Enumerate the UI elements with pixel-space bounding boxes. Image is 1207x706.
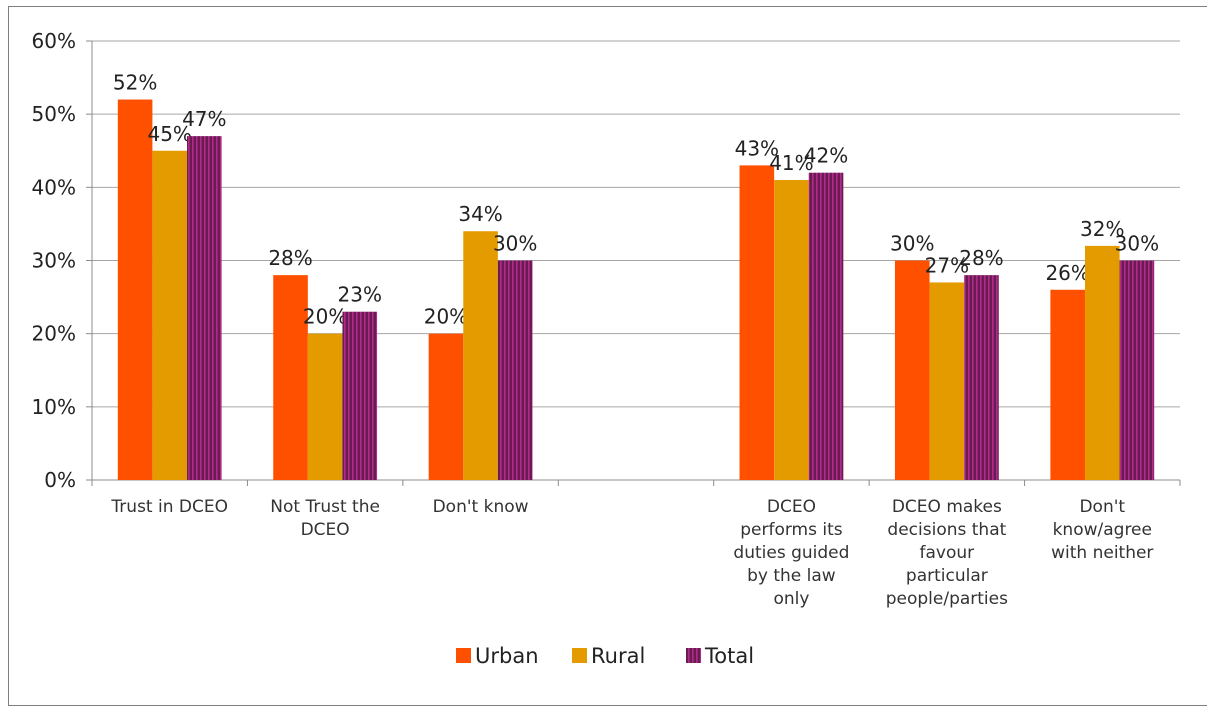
bar-urban [1050,289,1085,480]
y-tick-label: 10% [32,395,76,419]
y-tick-label: 20% [32,322,76,346]
x-category-label: Don't [1079,497,1125,517]
bar-total [1119,260,1155,480]
bar-urban [117,99,153,481]
x-category-label: Not Trust the [270,497,380,517]
x-category-label: particular [906,566,988,586]
bar-total [497,260,533,480]
data-label-total: 30% [493,232,537,256]
bar-rural [774,180,809,480]
data-label-urban: 26% [1045,261,1089,285]
x-category-label: DCEO makes [892,497,1002,517]
data-label-urban: 30% [890,232,934,256]
legend-label-rural: Rural [591,644,645,668]
bar-total [342,311,378,480]
data-label-total: 23% [338,283,382,307]
bar-rural [463,231,498,480]
y-tick-label: 50% [32,102,76,126]
y-tick-label: 40% [32,175,76,199]
data-label-urban: 52% [113,71,157,95]
legend-label-total: Total [704,644,754,668]
x-category-label: only [773,589,809,609]
legend-swatch-total [686,648,701,663]
x-category-label: duties guided [733,543,849,563]
x-category-label: decisions that [887,520,1006,540]
legend-swatch-urban [456,648,471,663]
y-tick-label: 60% [32,29,76,53]
bar-rural [152,150,188,480]
data-label-total: 30% [1115,232,1159,256]
data-label-total: 42% [804,144,848,168]
data-label-rural: 41% [769,151,813,175]
data-label-rural: 45% [147,122,191,146]
x-category-label: by the law [747,566,836,586]
x-category-label: DCEO [767,497,816,517]
bar-urban [739,165,775,480]
data-label-rural: 20% [303,305,347,329]
data-label-rural: 34% [458,202,502,226]
data-label-rural: 27% [925,253,969,277]
bar-rural [929,282,965,480]
bar-total [964,275,999,480]
data-label-urban: 20% [424,305,468,329]
legend-label-urban: Urban [475,644,539,668]
x-category-label: DCEO [301,520,350,540]
data-label-total: 47% [182,107,226,131]
data-label-total: 28% [959,246,1003,270]
bar-urban [273,275,308,480]
bar-urban [894,260,930,480]
x-category-label: favour [920,543,975,563]
y-tick-label: 0% [44,468,76,492]
bar-total [808,172,844,480]
x-category-label: Trust in DCEO [110,497,228,517]
x-category-label: know/agree [1053,520,1152,540]
x-category-label: people/parties [886,589,1008,609]
x-category-label: performs its [740,520,843,540]
x-category-label: Don't know [433,497,529,517]
data-label-rural: 32% [1080,217,1124,241]
bar-rural [1084,245,1120,480]
legend-swatch-rural [572,648,587,663]
bar-urban [428,333,464,480]
bar-rural [307,333,343,480]
bar-total [187,136,222,480]
y-tick-label: 30% [32,249,76,273]
x-category-label: with neither [1051,543,1153,563]
data-label-urban: 43% [735,136,779,160]
data-label-urban: 28% [268,246,312,270]
